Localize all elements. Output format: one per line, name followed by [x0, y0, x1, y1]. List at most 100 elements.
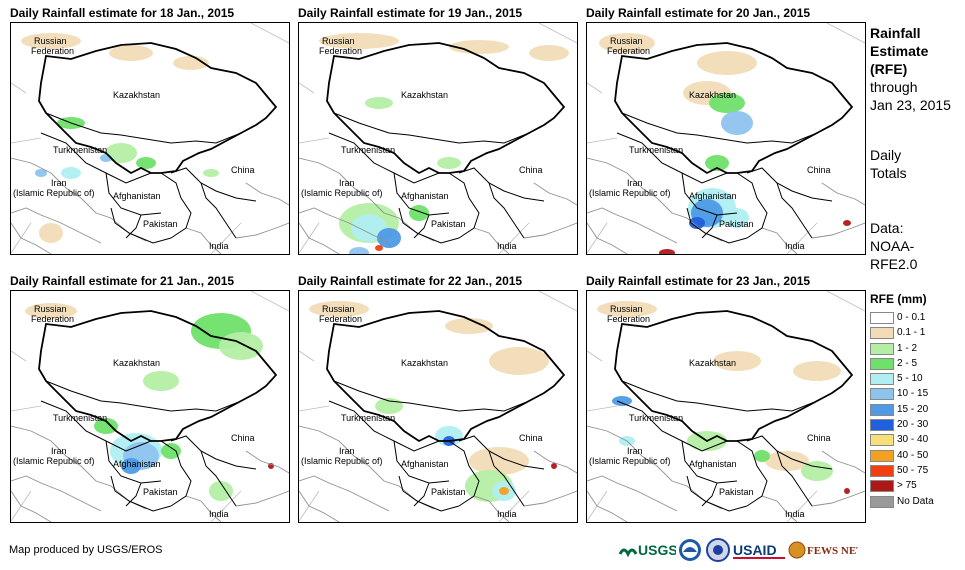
rfe-title-line-3: (RFE)	[870, 61, 908, 77]
usgs-logo-mark: USGS	[618, 542, 678, 558]
map-label-iran-2: (Islamic Republic of)	[13, 188, 95, 198]
panel-title: Daily Rainfall estimate for 18 Jan., 201…	[10, 6, 235, 20]
legend-label: 50 - 75	[897, 464, 929, 476]
panel-20-jan: Daily Rainfall estimate for 20 Jan., 201…	[586, 6, 866, 256]
rainfall-map: Russian Federation Kazakhstan Turkmenistan C…	[10, 22, 290, 255]
map-label-kazakhstan: Kazakhstan	[689, 90, 736, 100]
rfe-title-line-2: Estimate	[870, 43, 929, 59]
legend-label: 1 - 2	[897, 342, 918, 354]
map-label-russia-2: Federation	[31, 314, 74, 324]
panel-title: Daily Rainfall estimate for 19 Jan., 201…	[298, 6, 523, 20]
data-source-line-1: Data:	[870, 220, 904, 236]
legend-label: 40 - 50	[897, 449, 929, 461]
legend-label: 15 - 20	[897, 403, 929, 415]
legend-label: 0.1 - 1	[897, 327, 926, 339]
map-label-pakistan: Pakistan	[143, 487, 178, 497]
map-label-kazakhstan: Kazakhstan	[689, 358, 736, 368]
map-label-iran-2: (Islamic Republic of)	[301, 188, 383, 198]
data-source-line-3: RFE2.0	[870, 256, 918, 272]
rfe-title-line-1: Rainfall	[870, 25, 921, 41]
map-label-russia-1: Russian	[322, 36, 355, 46]
panel-21-jan: Daily Rainfall estimate for 21 Jan., 201…	[10, 274, 290, 524]
usaid-logo: USAID	[732, 538, 786, 562]
usaid-logo-mark: USAID	[733, 542, 785, 559]
usgs-logo: USGS	[618, 538, 678, 562]
map-label-afghanistan: Afghanistan	[401, 459, 449, 469]
map-label-russia-1: Russian	[34, 304, 67, 314]
legend-swatch	[870, 434, 894, 447]
usaid-logo-text: USAID	[733, 542, 777, 558]
panel-title: Daily Rainfall estimate for 23 Jan., 201…	[586, 274, 811, 288]
map-label-russia-1: Russian	[610, 36, 643, 46]
map-label-china: China	[519, 433, 543, 443]
map-label-india: India	[785, 241, 805, 251]
map-label-russia-2: Federation	[319, 46, 362, 56]
map-label-kazakhstan: Kazakhstan	[401, 358, 448, 368]
panel-title: Daily Rainfall estimate for 22 Jan., 201…	[298, 274, 523, 288]
legend-swatch	[870, 449, 894, 462]
legend-swatch	[870, 342, 894, 355]
daily-totals-note: Daily Totals	[870, 146, 907, 182]
map-label-pakistan: Pakistan	[719, 487, 754, 497]
rainfall-map: Russian Federation Kazakhstan Turkmenistan C…	[586, 22, 866, 255]
map-credit: Map produced by USGS/EROS	[9, 544, 163, 556]
map-label-china: China	[519, 165, 543, 175]
map-label-iran-2: (Islamic Republic of)	[13, 456, 95, 466]
map-label-russia-1: Russian	[322, 304, 355, 314]
nws-logo	[706, 538, 730, 562]
map-label-iran-1: Iran	[339, 178, 355, 188]
through-label: through	[870, 79, 918, 95]
through-date: Jan 23, 2015	[870, 97, 951, 113]
map-label-india: India	[497, 241, 517, 251]
map-label-iran-1: Iran	[51, 178, 67, 188]
panel-23-jan: Daily Rainfall estimate for 23 Jan., 201…	[586, 274, 866, 524]
map-label-iran-2: (Islamic Republic of)	[589, 188, 671, 198]
legend-label: 30 - 40	[897, 434, 929, 446]
map-label-turkmenistan: Turkmenistan	[341, 145, 395, 155]
panel-title: Daily Rainfall estimate for 21 Jan., 201…	[10, 274, 235, 288]
daily-totals-line-2: Totals	[870, 165, 907, 181]
map-label-russia-2: Federation	[31, 46, 74, 56]
map-label-kazakhstan: Kazakhstan	[401, 90, 448, 100]
legend-swatch	[870, 403, 894, 416]
map-label-iran-1: Iran	[627, 446, 643, 456]
rainfall-map: Russian Federation Kazakhstan Turkmenistan C…	[586, 290, 866, 523]
fews-net-logo: FEWS NET	[788, 538, 864, 562]
map-label-russia-2: Federation	[319, 314, 362, 324]
map-label-russia-1: Russian	[610, 304, 643, 314]
map-label-india: India	[497, 509, 517, 519]
map-label-iran-1: Iran	[339, 446, 355, 456]
map-label-pakistan: Pakistan	[143, 219, 178, 229]
map-label-pakistan: Pakistan	[719, 219, 754, 229]
legend-label: 10 - 15	[897, 388, 929, 400]
legend-swatch	[870, 419, 894, 432]
map-label-turkmenistan: Turkmenistan	[629, 145, 683, 155]
map-label-kazakhstan: Kazakhstan	[113, 90, 160, 100]
map-label-china: China	[807, 165, 831, 175]
map-label-pakistan: Pakistan	[431, 219, 466, 229]
legend-label: 2 - 5	[897, 357, 918, 369]
map-label-afghanistan: Afghanistan	[113, 191, 161, 201]
usgs-logo-text: USGS	[638, 542, 676, 558]
map-label-india: India	[209, 241, 229, 251]
map-label-russia-2: Federation	[607, 46, 650, 56]
legend-label: No Data	[897, 495, 934, 507]
legend-swatch	[870, 480, 894, 493]
map-label-afghanistan: Afghanistan	[401, 191, 449, 201]
legend-swatch	[870, 464, 894, 477]
panel-22-jan: Daily Rainfall estimate for 22 Jan., 201…	[298, 274, 578, 524]
legend-swatch	[870, 327, 894, 340]
map-label-india: India	[785, 509, 805, 519]
fews-logo-mark: FEWS NET	[788, 541, 864, 559]
fews-logo-text: FEWS NET	[807, 545, 858, 557]
map-label-iran-1: Iran	[627, 178, 643, 188]
legend-label: 20 - 30	[897, 419, 929, 431]
legend-swatch	[870, 495, 894, 508]
map-label-afghanistan: Afghanistan	[689, 459, 737, 469]
data-source-line-2: NOAA-	[870, 238, 915, 254]
